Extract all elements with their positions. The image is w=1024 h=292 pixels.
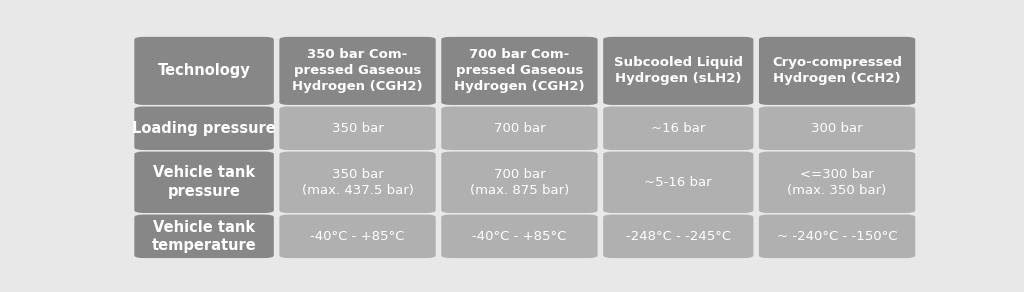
Text: Vehicle tank
pressure: Vehicle tank pressure [153, 166, 255, 199]
Text: 700 bar
(max. 875 bar): 700 bar (max. 875 bar) [470, 168, 569, 197]
Text: 300 bar: 300 bar [811, 122, 863, 135]
FancyBboxPatch shape [759, 215, 915, 258]
FancyBboxPatch shape [134, 37, 273, 105]
FancyBboxPatch shape [134, 215, 273, 258]
FancyBboxPatch shape [603, 37, 754, 105]
FancyBboxPatch shape [759, 107, 915, 150]
Text: -40°C - +85°C: -40°C - +85°C [310, 230, 404, 243]
FancyBboxPatch shape [441, 152, 598, 213]
FancyBboxPatch shape [441, 107, 598, 150]
FancyBboxPatch shape [759, 37, 915, 105]
FancyBboxPatch shape [280, 215, 436, 258]
FancyBboxPatch shape [280, 107, 436, 150]
Text: Loading pressure: Loading pressure [132, 121, 275, 136]
Text: Subcooled Liquid
Hydrogen (sLH2): Subcooled Liquid Hydrogen (sLH2) [613, 56, 742, 85]
FancyBboxPatch shape [134, 107, 273, 150]
Text: -248°C - -245°C: -248°C - -245°C [626, 230, 731, 243]
FancyBboxPatch shape [603, 215, 754, 258]
Text: 350 bar
(max. 437.5 bar): 350 bar (max. 437.5 bar) [302, 168, 414, 197]
Text: 700 bar: 700 bar [494, 122, 545, 135]
Text: Cryo-compressed
Hydrogen (CcH2): Cryo-compressed Hydrogen (CcH2) [772, 56, 902, 85]
FancyBboxPatch shape [280, 152, 436, 213]
Text: 700 bar Com-
pressed Gaseous
Hydrogen (CGH2): 700 bar Com- pressed Gaseous Hydrogen (C… [454, 48, 585, 93]
Text: ~ -240°C - -150°C: ~ -240°C - -150°C [777, 230, 897, 243]
Text: Vehicle tank
temperature: Vehicle tank temperature [152, 220, 256, 253]
Text: Technology: Technology [158, 63, 251, 78]
Text: 350 bar Com-
pressed Gaseous
Hydrogen (CGH2): 350 bar Com- pressed Gaseous Hydrogen (C… [292, 48, 423, 93]
Text: -40°C - +85°C: -40°C - +85°C [472, 230, 566, 243]
FancyBboxPatch shape [280, 37, 436, 105]
FancyBboxPatch shape [603, 107, 754, 150]
FancyBboxPatch shape [134, 152, 273, 213]
FancyBboxPatch shape [603, 152, 754, 213]
FancyBboxPatch shape [441, 37, 598, 105]
FancyBboxPatch shape [441, 215, 598, 258]
Text: ~5-16 bar: ~5-16 bar [644, 176, 712, 189]
Text: <=300 bar
(max. 350 bar): <=300 bar (max. 350 bar) [787, 168, 887, 197]
Text: ~16 bar: ~16 bar [651, 122, 706, 135]
FancyBboxPatch shape [759, 152, 915, 213]
Text: 350 bar: 350 bar [332, 122, 383, 135]
